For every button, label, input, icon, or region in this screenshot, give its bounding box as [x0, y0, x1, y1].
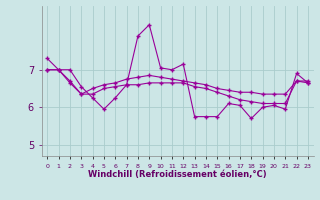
X-axis label: Windchill (Refroidissement éolien,°C): Windchill (Refroidissement éolien,°C) [88, 170, 267, 179]
